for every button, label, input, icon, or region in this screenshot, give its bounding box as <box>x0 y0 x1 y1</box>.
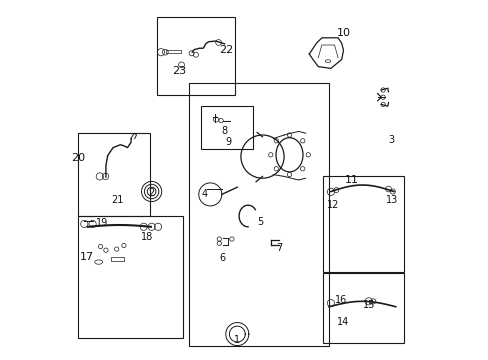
Text: 6: 6 <box>219 253 225 264</box>
Bar <box>157 17 234 95</box>
Text: 3: 3 <box>387 135 393 145</box>
Text: 4: 4 <box>202 189 207 199</box>
Text: 15: 15 <box>363 300 375 310</box>
Text: 7: 7 <box>276 243 283 253</box>
Bar <box>166 50 181 53</box>
Text: 16: 16 <box>334 294 346 305</box>
Text: 21: 21 <box>111 195 124 205</box>
Text: 12: 12 <box>326 200 338 210</box>
Bar <box>322 176 403 272</box>
Text: 10: 10 <box>336 28 350 38</box>
Text: 2: 2 <box>148 188 154 198</box>
Text: 11: 11 <box>344 175 358 185</box>
Bar <box>200 106 252 149</box>
Text: 17: 17 <box>80 252 94 262</box>
Text: 20: 20 <box>71 153 85 163</box>
Bar <box>111 257 123 261</box>
Text: 19: 19 <box>96 218 108 228</box>
Text: 8: 8 <box>221 126 226 136</box>
Bar <box>78 216 182 338</box>
Text: 18: 18 <box>140 232 152 242</box>
Bar <box>322 273 403 343</box>
Text: 9: 9 <box>225 137 231 147</box>
Text: 5: 5 <box>257 217 264 228</box>
Text: 22: 22 <box>218 45 232 55</box>
Text: 1: 1 <box>233 335 239 345</box>
Bar <box>78 133 150 216</box>
Text: 13: 13 <box>385 195 397 205</box>
Text: 23: 23 <box>172 66 185 76</box>
Bar <box>188 83 328 346</box>
Text: 14: 14 <box>337 317 349 327</box>
